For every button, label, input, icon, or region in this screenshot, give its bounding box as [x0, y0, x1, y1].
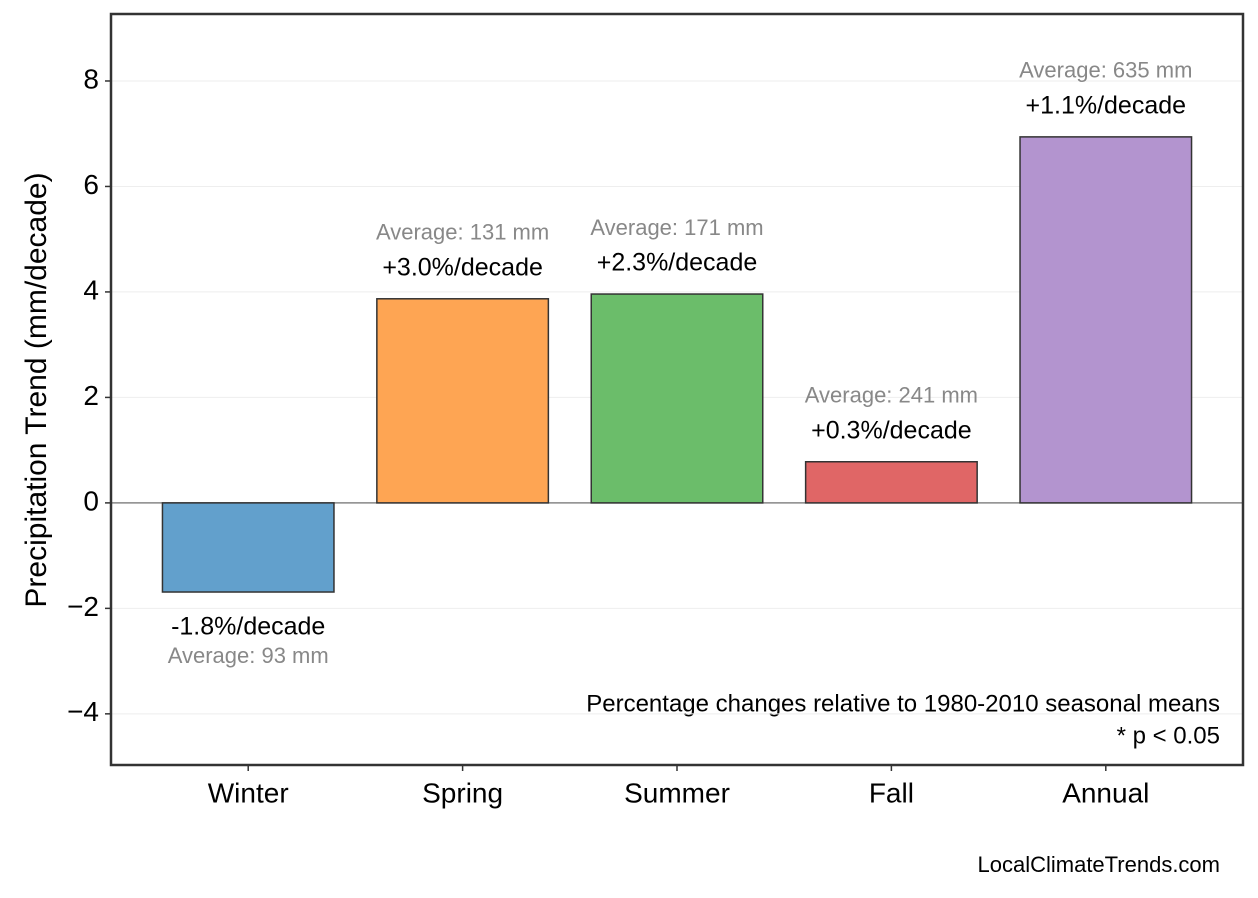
y-tick-label: −2 — [67, 591, 99, 622]
trend-label: +0.3%/decade — [811, 416, 972, 444]
trend-label: +2.3%/decade — [597, 249, 758, 277]
y-tick-label: −4 — [67, 696, 99, 727]
y-axis-label: Precipitation Trend (mm/decade) — [20, 172, 53, 607]
trend-label: +3.0%/decade — [382, 253, 543, 281]
y-tick-label: 8 — [83, 63, 99, 94]
x-tick-label: Fall — [869, 777, 914, 808]
average-label: Average: 241 mm — [805, 383, 978, 408]
bar — [590, 293, 764, 504]
plot-frame — [109, 12, 1245, 767]
bar — [161, 502, 335, 593]
average-label: Average: 635 mm — [1019, 58, 1192, 83]
x-tick-label: Winter — [208, 777, 289, 808]
note: Percentage changes relative to 1980-2010… — [586, 690, 1220, 717]
source: LocalClimateTrends.com — [978, 852, 1221, 877]
x-tick-label: Spring — [422, 777, 503, 808]
bar — [1019, 136, 1193, 504]
x-tick-label: Summer — [624, 777, 730, 808]
average-label: Average: 171 mm — [590, 215, 763, 240]
average-label: Average: 93 mm — [168, 643, 329, 668]
x-tick-label: Annual — [1062, 777, 1149, 808]
note: * p < 0.05 — [1117, 722, 1220, 749]
y-tick-label: 4 — [83, 274, 99, 305]
trend-label: -1.8%/decade — [171, 613, 325, 641]
y-tick-label: 2 — [83, 380, 99, 411]
bar — [804, 461, 978, 504]
bar — [376, 298, 550, 504]
trend-label: +1.1%/decade — [1026, 91, 1187, 119]
y-tick-label: 0 — [83, 485, 99, 516]
average-label: Average: 131 mm — [376, 220, 549, 245]
y-tick-label: 6 — [83, 169, 99, 200]
